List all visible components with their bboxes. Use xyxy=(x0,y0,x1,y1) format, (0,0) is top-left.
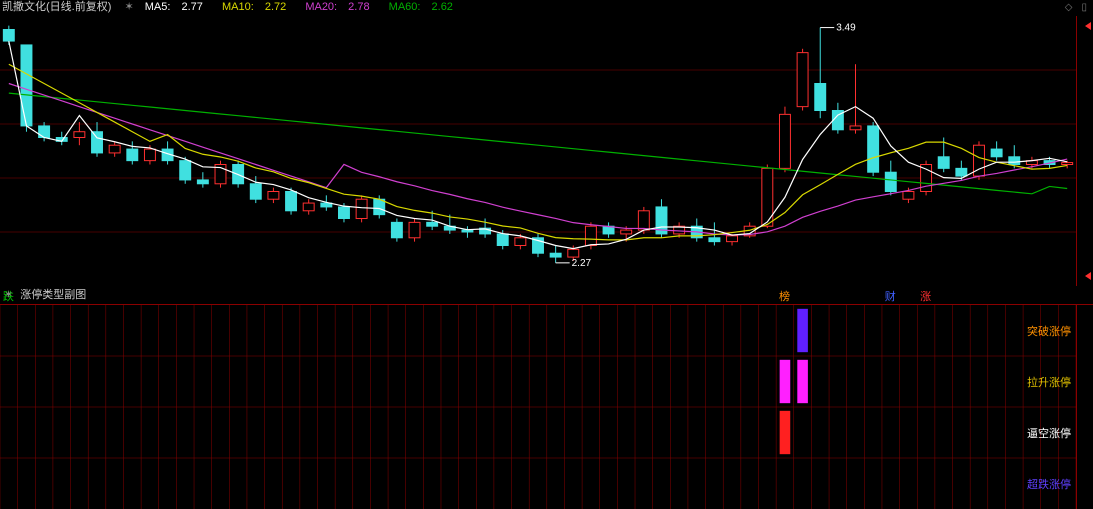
panel-icon[interactable]: ▯ xyxy=(1081,1,1087,15)
price-axis xyxy=(1076,16,1093,286)
svg-text:2.27: 2.27 xyxy=(572,258,592,269)
settings-icon[interactable]: ✶ xyxy=(4,288,13,302)
event-marker: 涨 xyxy=(920,288,931,304)
event-markers-row: 跌榜财涨 xyxy=(0,288,1076,302)
sub-panel-legend: 突破涨停拉升涨停逼空涨停超跌涨停 xyxy=(993,304,1073,508)
legend-item: 拉升涨停 xyxy=(1027,374,1071,390)
sub-panel-title: 涨停类型副图 xyxy=(20,289,86,301)
sub-panel-header: ✶ 涨停类型副图 xyxy=(0,288,86,304)
legend-item: 逼空涨停 xyxy=(1027,425,1071,441)
header-tools: ◇ ▯ xyxy=(1059,0,1087,16)
sub-axis xyxy=(1076,304,1093,509)
event-marker: 榜 xyxy=(779,288,790,304)
limit-type-sub-chart[interactable] xyxy=(0,304,1077,509)
chart-root: { "header": { "title": "凯撒文化(日线.前复权)", "… xyxy=(0,0,1093,509)
stock-title: 凯撒文化(日线.前复权) xyxy=(2,1,111,13)
chart-header: 凯撒文化(日线.前复权) ✶ MA5: 2.77 MA10: 2.72 MA20… xyxy=(0,0,1093,16)
candlestick-chart[interactable]: 3.492.27跌榜财涨 xyxy=(0,16,1077,286)
legend-item: 突破涨停 xyxy=(1027,323,1071,339)
ma-indicator: MA5: 2.77 xyxy=(145,1,211,13)
svg-text:3.49: 3.49 xyxy=(836,23,856,34)
event-marker: 财 xyxy=(885,288,896,304)
ma-indicator: MA60: 2.62 xyxy=(389,1,461,13)
settings-icon[interactable]: ✶ xyxy=(124,0,133,14)
ma-indicator: MA20: 2.78 xyxy=(305,1,377,13)
ma-indicator: MA10: 2.72 xyxy=(222,1,294,13)
legend-item: 超跌涨停 xyxy=(1027,476,1071,492)
collapse-icon[interactable]: ◇ xyxy=(1065,1,1073,15)
